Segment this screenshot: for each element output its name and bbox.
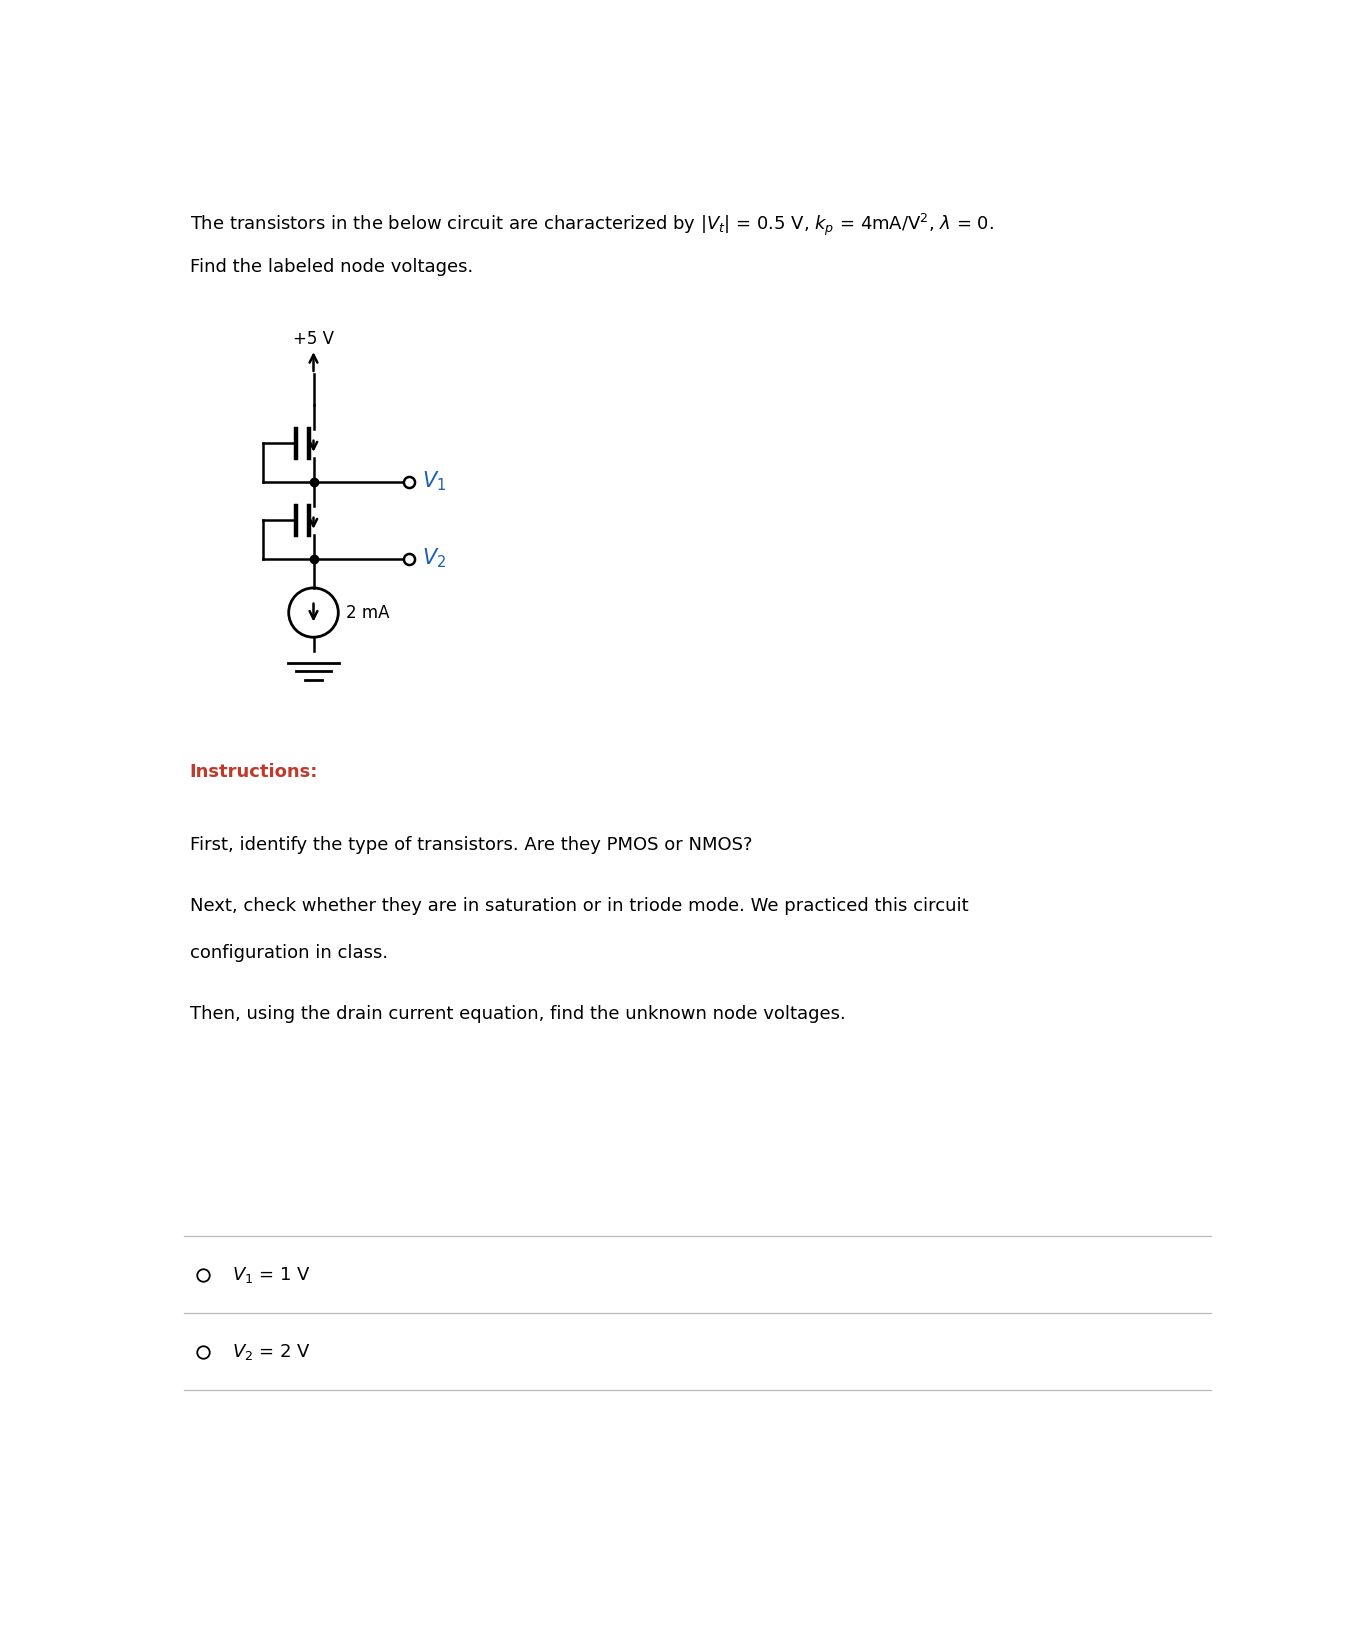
Text: +5 V: +5 V [293, 330, 333, 348]
Text: Instructions:: Instructions: [189, 763, 318, 781]
Text: $V_1$ = 1 V: $V_1$ = 1 V [233, 1264, 310, 1285]
Text: $V_2$: $V_2$ [422, 547, 446, 571]
Text: $V_1$: $V_1$ [422, 470, 446, 493]
Text: The transistors in the below circuit are characterized by $|V_t|$ = 0.5 V, $k_p$: The transistors in the below circuit are… [189, 212, 994, 239]
Text: Then, using the drain current equation, find the unknown node voltages.: Then, using the drain current equation, … [189, 1005, 845, 1023]
Text: Find the labeled node voltages.: Find the labeled node voltages. [189, 259, 472, 277]
Text: First, identify the type of transistors. Are they PMOS or NMOS?: First, identify the type of transistors.… [189, 836, 753, 854]
Text: configuration in class.: configuration in class. [189, 944, 388, 962]
Text: $V_2$ = 2 V: $V_2$ = 2 V [233, 1342, 310, 1362]
Text: Next, check whether they are in saturation or in triode mode. We practiced this : Next, check whether they are in saturati… [189, 898, 968, 916]
Text: 2 mA: 2 mA [346, 604, 389, 622]
